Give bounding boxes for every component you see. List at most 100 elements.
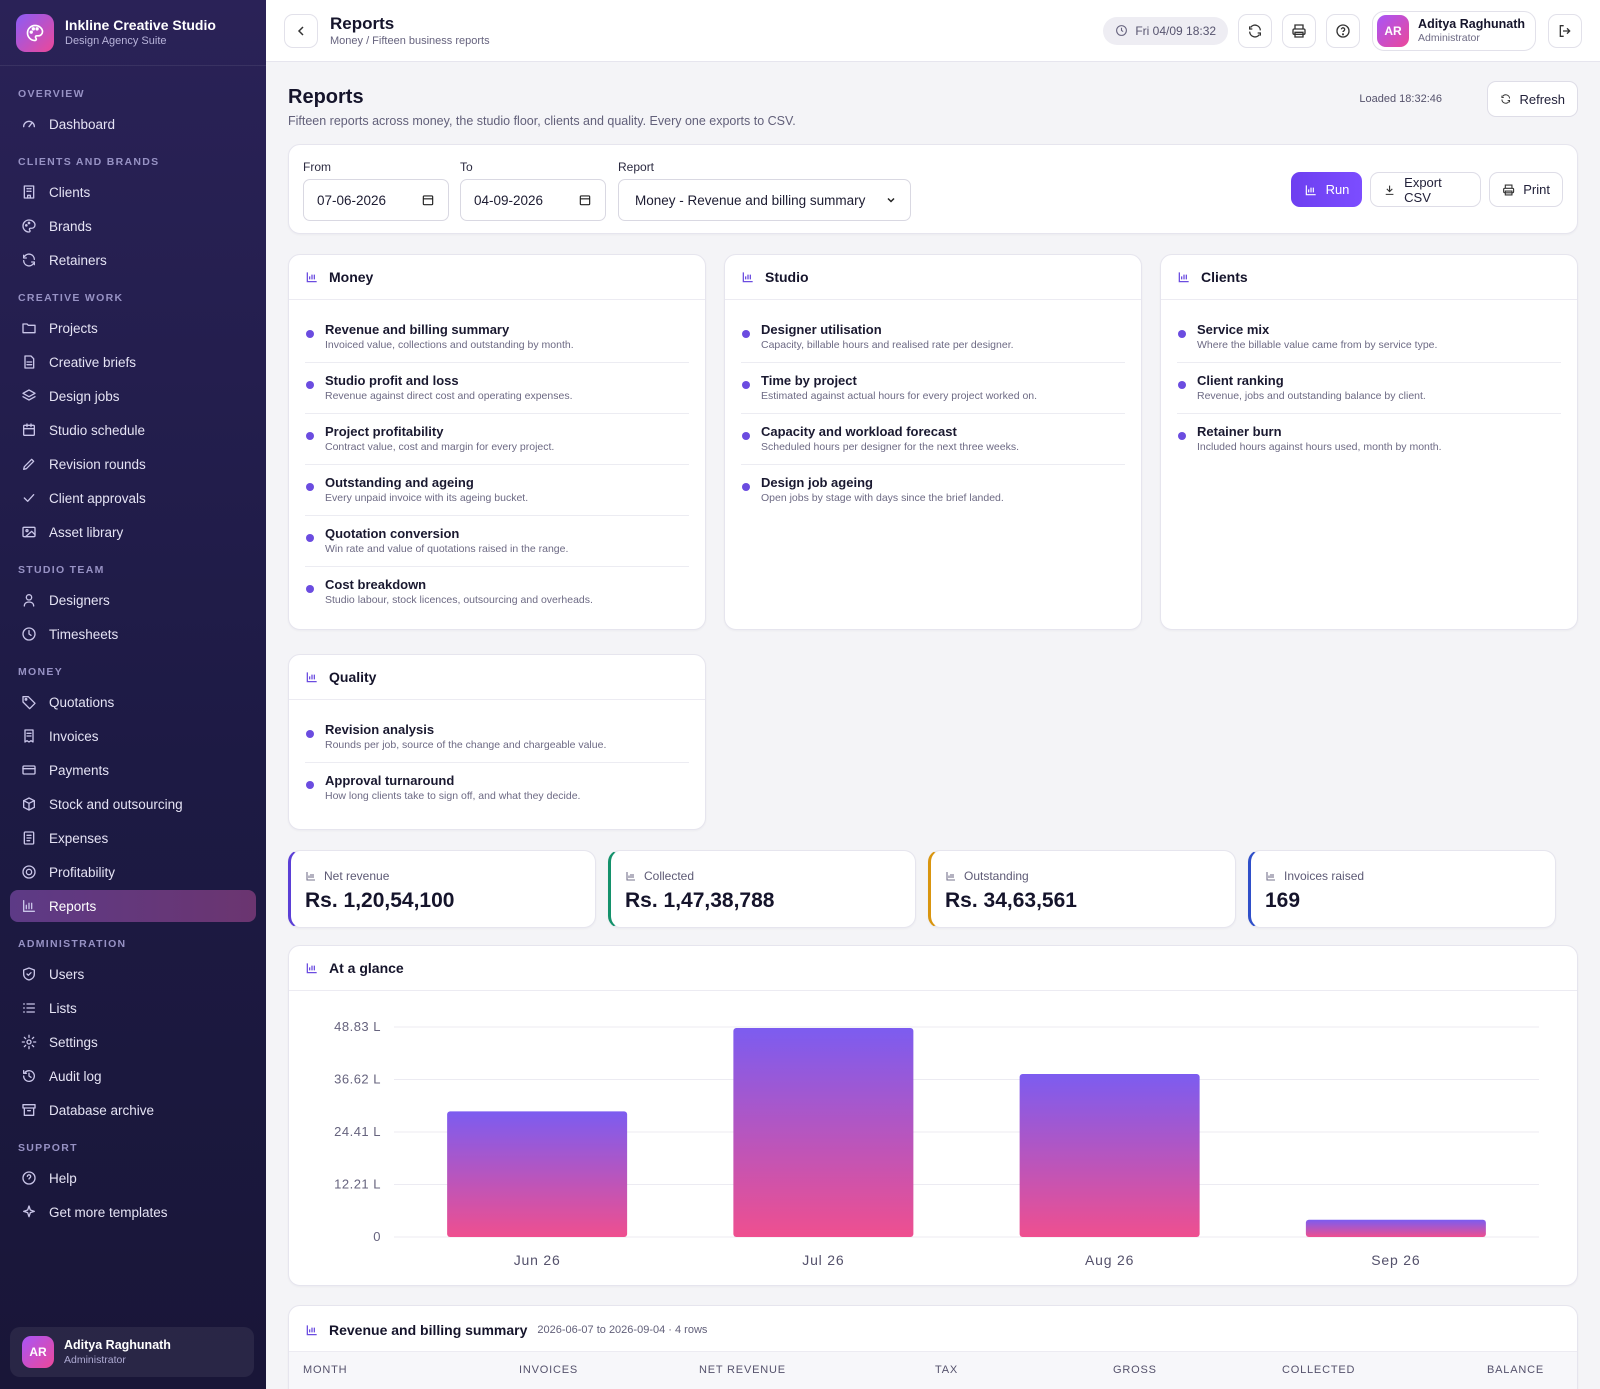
printer-icon xyxy=(1503,183,1515,196)
bullet-dot xyxy=(306,585,314,593)
refresh-button[interactable]: Refresh xyxy=(1487,81,1578,117)
bar[interactable] xyxy=(1019,1074,1200,1237)
table-column-header[interactable]: COLLECTED xyxy=(1282,1364,1356,1376)
bar-chart-icon xyxy=(306,872,315,881)
sidebar-item-retainers[interactable]: Retainers xyxy=(10,244,256,276)
divider xyxy=(289,1351,1577,1352)
run-button[interactable]: Run xyxy=(1291,172,1362,207)
sidebar-item-database-archive[interactable]: Database archive xyxy=(10,1094,256,1126)
stat-label-text: Outstanding xyxy=(964,869,1029,883)
sidebar-item-lists[interactable]: Lists xyxy=(10,992,256,1024)
building-icon xyxy=(23,185,35,199)
from-date-value: 07-06-2026 xyxy=(317,192,387,208)
table-column-header[interactable]: BALANCE xyxy=(1487,1364,1544,1376)
refresh-label: Refresh xyxy=(1519,91,1565,107)
sidebar-item-label: Dashboard xyxy=(49,116,116,132)
report-select[interactable]: Money - Revenue and billing summary xyxy=(618,179,911,221)
calendar-icon xyxy=(422,195,434,206)
sidebar-item-label: Client approvals xyxy=(49,490,146,506)
table-column-header[interactable]: TAX xyxy=(935,1364,958,1376)
report-item[interactable]: Design job ageing Open jobs by stage with… xyxy=(741,465,1125,516)
nav-section-label: CREATIVE WORK xyxy=(18,292,124,304)
report-item[interactable]: Approval turnaround How long clients take… xyxy=(305,763,689,814)
help-button[interactable] xyxy=(1326,13,1361,48)
sidebar-item-asset-library[interactable]: Asset library xyxy=(10,516,256,548)
sidebar-item-payments[interactable]: Payments xyxy=(10,754,256,786)
sidebar-item-stock-and-outsourcing[interactable]: Stock and outsourcing xyxy=(10,788,256,820)
sidebar-item-revision-rounds[interactable]: Revision rounds xyxy=(10,448,256,480)
report-item[interactable]: Quotation conversion Win rate and value o… xyxy=(305,516,689,567)
sidebar-item-studio-schedule[interactable]: Studio schedule xyxy=(10,414,256,446)
table-header: Revenue and billing summary 2026-06-07 t… xyxy=(305,1322,707,1338)
nav-section-label: OVERVIEW xyxy=(18,88,85,100)
report-item[interactable]: Designer utilisation Capacity, billable h… xyxy=(741,312,1125,363)
user-menu[interactable]: AR Aditya Raghunath Administrator xyxy=(1372,10,1536,51)
sidebar-item-clients[interactable]: Clients xyxy=(10,176,256,208)
sidebar-item-quotations[interactable]: Quotations xyxy=(10,686,256,718)
from-date-input[interactable]: 07-06-2026 xyxy=(303,179,449,221)
stat-label: Collected xyxy=(625,869,694,883)
to-date-input[interactable]: 04-09-2026 xyxy=(460,179,606,221)
report-item[interactable]: Outstanding and ageing Every unpaid invoi… xyxy=(305,465,689,516)
sidebar-item-design-jobs[interactable]: Design jobs xyxy=(10,380,256,412)
gauge-icon xyxy=(23,120,35,128)
sidebar-nav: OVERVIEW Dashboard CLIENTS AND BRANDS Clien… xyxy=(0,66,266,1228)
sidebar-item-audit-log[interactable]: Audit log xyxy=(10,1060,256,1092)
sidebar-item-designers[interactable]: Designers xyxy=(10,584,256,616)
print-report-button[interactable]: Print xyxy=(1489,172,1563,207)
sidebar-item-expenses[interactable]: Expenses xyxy=(10,822,256,854)
report-item[interactable]: Time by project Estimated against actual … xyxy=(741,363,1125,414)
report-item[interactable]: Capacity and workload forecast Scheduled … xyxy=(741,414,1125,465)
sidebar-item-get-more-templates[interactable]: Get more templates xyxy=(10,1196,256,1228)
table-column-header[interactable]: INVOICES xyxy=(519,1364,578,1376)
report-item[interactable]: Studio profit and loss Revenue against di… xyxy=(305,363,689,414)
sidebar-item-reports[interactable]: Reports xyxy=(10,890,256,922)
calendar-icon xyxy=(579,195,591,206)
report-description: Included hours against hours used, month… xyxy=(1197,441,1442,453)
bar[interactable] xyxy=(447,1111,628,1237)
stat-value: Rs. 1,47,38,788 xyxy=(625,889,775,912)
sidebar-user-card[interactable]: AR Aditya Raghunath Administrator xyxy=(10,1327,254,1377)
sidebar-item-dashboard[interactable]: Dashboard xyxy=(10,108,256,140)
check-icon xyxy=(23,494,35,502)
print-button[interactable] xyxy=(1282,13,1317,48)
sidebar-item-profitability[interactable]: Profitability xyxy=(10,856,256,888)
bullet-dot xyxy=(742,432,750,440)
sidebar-item-client-approvals[interactable]: Client approvals xyxy=(10,482,256,514)
bar[interactable] xyxy=(1305,1219,1486,1237)
report-item[interactable]: Revision analysis Rounds per job, source … xyxy=(305,712,689,763)
sidebar-item-timesheets[interactable]: Timesheets xyxy=(10,618,256,650)
sidebar-item-creative-briefs[interactable]: Creative briefs xyxy=(10,346,256,378)
report-item[interactable]: Service mix Where the billable value came… xyxy=(1177,312,1561,363)
sidebar-item-settings[interactable]: Settings xyxy=(10,1026,256,1058)
table-column-header[interactable]: MONTH xyxy=(303,1364,348,1376)
card-icon xyxy=(22,765,36,775)
table-column-header[interactable]: GROSS xyxy=(1113,1364,1157,1376)
report-item[interactable]: Cost breakdown Studio labour, stock licen… xyxy=(305,567,689,618)
bullet-dot xyxy=(306,330,314,338)
sidebar-item-brands[interactable]: Brands xyxy=(10,210,256,242)
nav-section-label: STUDIO TEAM xyxy=(18,564,105,576)
report-item[interactable]: Revenue and billing summary Invoiced valu… xyxy=(305,312,689,363)
sidebar-item-users[interactable]: Users xyxy=(10,958,256,990)
report-name: Project profitability xyxy=(325,424,444,439)
export-csv-button[interactable]: Export CSV xyxy=(1370,172,1481,207)
sidebar-item-help[interactable]: Help xyxy=(10,1162,256,1194)
logout-button[interactable] xyxy=(1548,13,1582,48)
table-column-header[interactable]: NET REVENUE xyxy=(699,1364,786,1376)
bar-chart-icon xyxy=(1178,272,1189,283)
report-item[interactable]: Project profitability Contract value, cos… xyxy=(305,414,689,465)
reload-button[interactable] xyxy=(1238,13,1273,48)
report-item[interactable]: Client ranking Revenue, jobs and outstand… xyxy=(1177,363,1561,414)
report-item[interactable]: Retainer burn Included hours against hour… xyxy=(1177,414,1561,465)
y-tick-label: 0 xyxy=(373,1229,381,1244)
sidebar-item-projects[interactable]: Projects xyxy=(10,312,256,344)
target-icon xyxy=(22,865,36,879)
sidebar-item-invoices[interactable]: Invoices xyxy=(10,720,256,752)
card-title: Money xyxy=(329,269,374,285)
card-header: Studio xyxy=(725,255,1141,300)
report-name: Approval turnaround xyxy=(325,773,455,788)
bar[interactable] xyxy=(733,1027,914,1237)
sidebar-item-label: Clients xyxy=(49,184,91,200)
back-button[interactable] xyxy=(284,13,318,48)
